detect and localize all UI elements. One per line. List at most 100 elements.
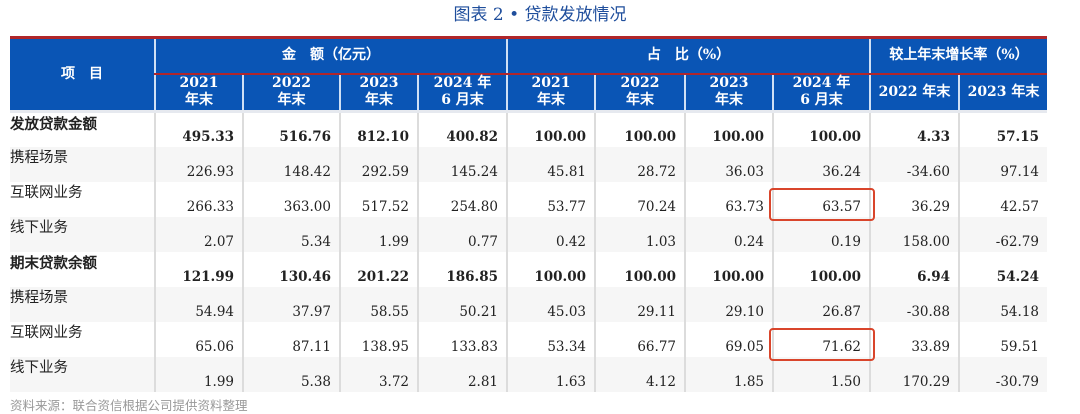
table-cell: 29.10 [684,286,773,322]
table-cell: 170.29 [869,356,959,392]
table-cell: 37.97 [242,286,340,322]
table-title: 图表 2 • 贷款发放情况 [453,5,627,25]
table-cell: 66.77 [594,321,685,357]
table-cell: 0.77 [417,216,507,252]
header-share: 占 比（%） [506,36,870,75]
table-cell: 100.00 [506,110,595,147]
table-cell: 186.85 [417,251,507,287]
table-cell: 63.57 [772,181,870,217]
table-cell: 226.93 [154,146,243,182]
table-cell: 45.81 [506,146,595,182]
subheader-cell: 2024 年 6 月末 [772,73,870,112]
row-label: 互联网业务 [10,184,83,201]
row-label: 线下业务 [10,216,155,252]
subheader-cell: 2022 年末 [869,73,959,112]
table-cell: 400.82 [417,110,507,147]
table-cell: 0.24 [684,216,773,252]
table-cell: 36.03 [684,146,773,182]
table-row: 携程场景 54.94 37.97 58.55 50.21 45.03 29.11 29.10 2… [10,286,1047,322]
table-cell: 1.50 [772,356,870,392]
table-cell: 4.33 [869,110,959,147]
subheader-cell: 2021 年末 [506,73,595,112]
row-label: 线下业务 [10,356,155,392]
table-cell: 363.00 [242,181,340,217]
table-cell: 1.99 [339,216,418,252]
table-cell: 1.03 [594,216,685,252]
highlight-box [769,328,875,361]
table-cell: 4.12 [594,356,685,392]
table-cell: 54.18 [958,286,1047,322]
table-cell: 53.34 [506,321,595,357]
table-cell: 266.33 [154,181,243,217]
table-cell: 1.63 [506,356,595,392]
header-amount: 金 额（亿元） [154,36,507,75]
table-cell: 65.06 [154,321,243,357]
table-cell: 57.15 [958,110,1047,147]
table-cell: 201.22 [339,251,418,287]
table-cell: -62.79 [958,216,1047,252]
table-cell: 100.00 [506,251,595,287]
table-cell: 2.07 [154,216,243,252]
table-row: 线下业务 2.07 5.34 1.99 0.77 0.42 1.03 0.24 0.19 158.… [10,216,1047,252]
table-cell: 812.10 [339,110,418,147]
table-cell: 26.87 [772,286,870,322]
table-cell: -30.79 [958,356,1047,392]
table-cell: 3.72 [339,356,418,392]
table-cell: 100.00 [684,251,773,287]
table-cell: 53.77 [506,181,595,217]
table-cell: 1.99 [154,356,243,392]
row-label: 携程场景 [10,146,155,182]
table-cell: 71.62 [772,321,870,357]
table-cell: 516.76 [242,110,340,147]
table-cell: 5.34 [242,216,340,252]
row-label: 携程场景 [10,286,155,322]
table-cell: 45.03 [506,286,595,322]
table-cell: 148.42 [242,146,340,182]
table-cell: 54.94 [154,286,243,322]
subheader-cell: 2023 年末 [339,73,418,112]
table-cell: 36.24 [772,146,870,182]
table-cell: 0.42 [506,216,595,252]
table-cell: 50.21 [417,286,507,322]
table-cell: 6.94 [869,251,959,287]
subheader-cell: 2023 年末 [958,73,1047,112]
table-row: 互联网业务 266.33 363.00 517.52 254.80 53.77 70.24 6… [10,181,1047,217]
table-cell: 100.00 [772,110,870,147]
table-row: 发放贷款金额 495.33 516.76 812.10 400.82 100.00 100.… [10,110,1047,147]
table-cell: 133.83 [417,321,507,357]
table-cell: 97.14 [958,146,1047,182]
table-cell: -34.60 [869,146,959,182]
table-cell: 138.95 [339,321,418,357]
subheader-cell: 2021 年末 [154,73,243,112]
loan-table: 项 目 金 额（亿元） 占 比（%） 较上年末增长率（%） 2021 年末 202… [10,36,1047,392]
subheader-cell: 2023 年末 [684,73,773,112]
table-cell: 2.81 [417,356,507,392]
row-label: 互联网业务 [10,324,83,341]
table-cell: 5.38 [242,356,340,392]
highlight-box [769,188,875,221]
table-cell: 1.85 [684,356,773,392]
table-cell: 63.73 [684,181,773,217]
table-cell: 254.80 [417,181,507,217]
table-row: 携程场景 226.93 148.42 292.59 145.24 45.81 28.72 36… [10,146,1047,182]
table-cell: 100.00 [684,110,773,147]
table-cell: 130.46 [242,251,340,287]
table-cell: 87.11 [242,321,340,357]
table-cell: 69.05 [684,321,773,357]
table-cell: 29.11 [594,286,685,322]
table-cell: 54.24 [958,251,1047,287]
table-cell: 33.89 [869,321,959,357]
table-cell: 28.72 [594,146,685,182]
table-cell: 145.24 [417,146,507,182]
header-item: 项 目 [10,36,155,113]
table-cell: 58.55 [339,286,418,322]
table-row: 线下业务 1.99 5.38 3.72 2.81 1.63 4.12 1.85 1.50 170.… [10,356,1047,392]
table-cell: 59.51 [958,321,1047,357]
table-cell: 42.57 [958,181,1047,217]
table-cell: 100.00 [594,251,685,287]
subheader-cell: 2024 年 6 月末 [417,73,507,112]
table-cell: 517.52 [339,181,418,217]
subheader-cell: 2022 年末 [242,73,340,112]
table-cell: 495.33 [154,110,243,147]
table-cell: 70.24 [594,181,685,217]
